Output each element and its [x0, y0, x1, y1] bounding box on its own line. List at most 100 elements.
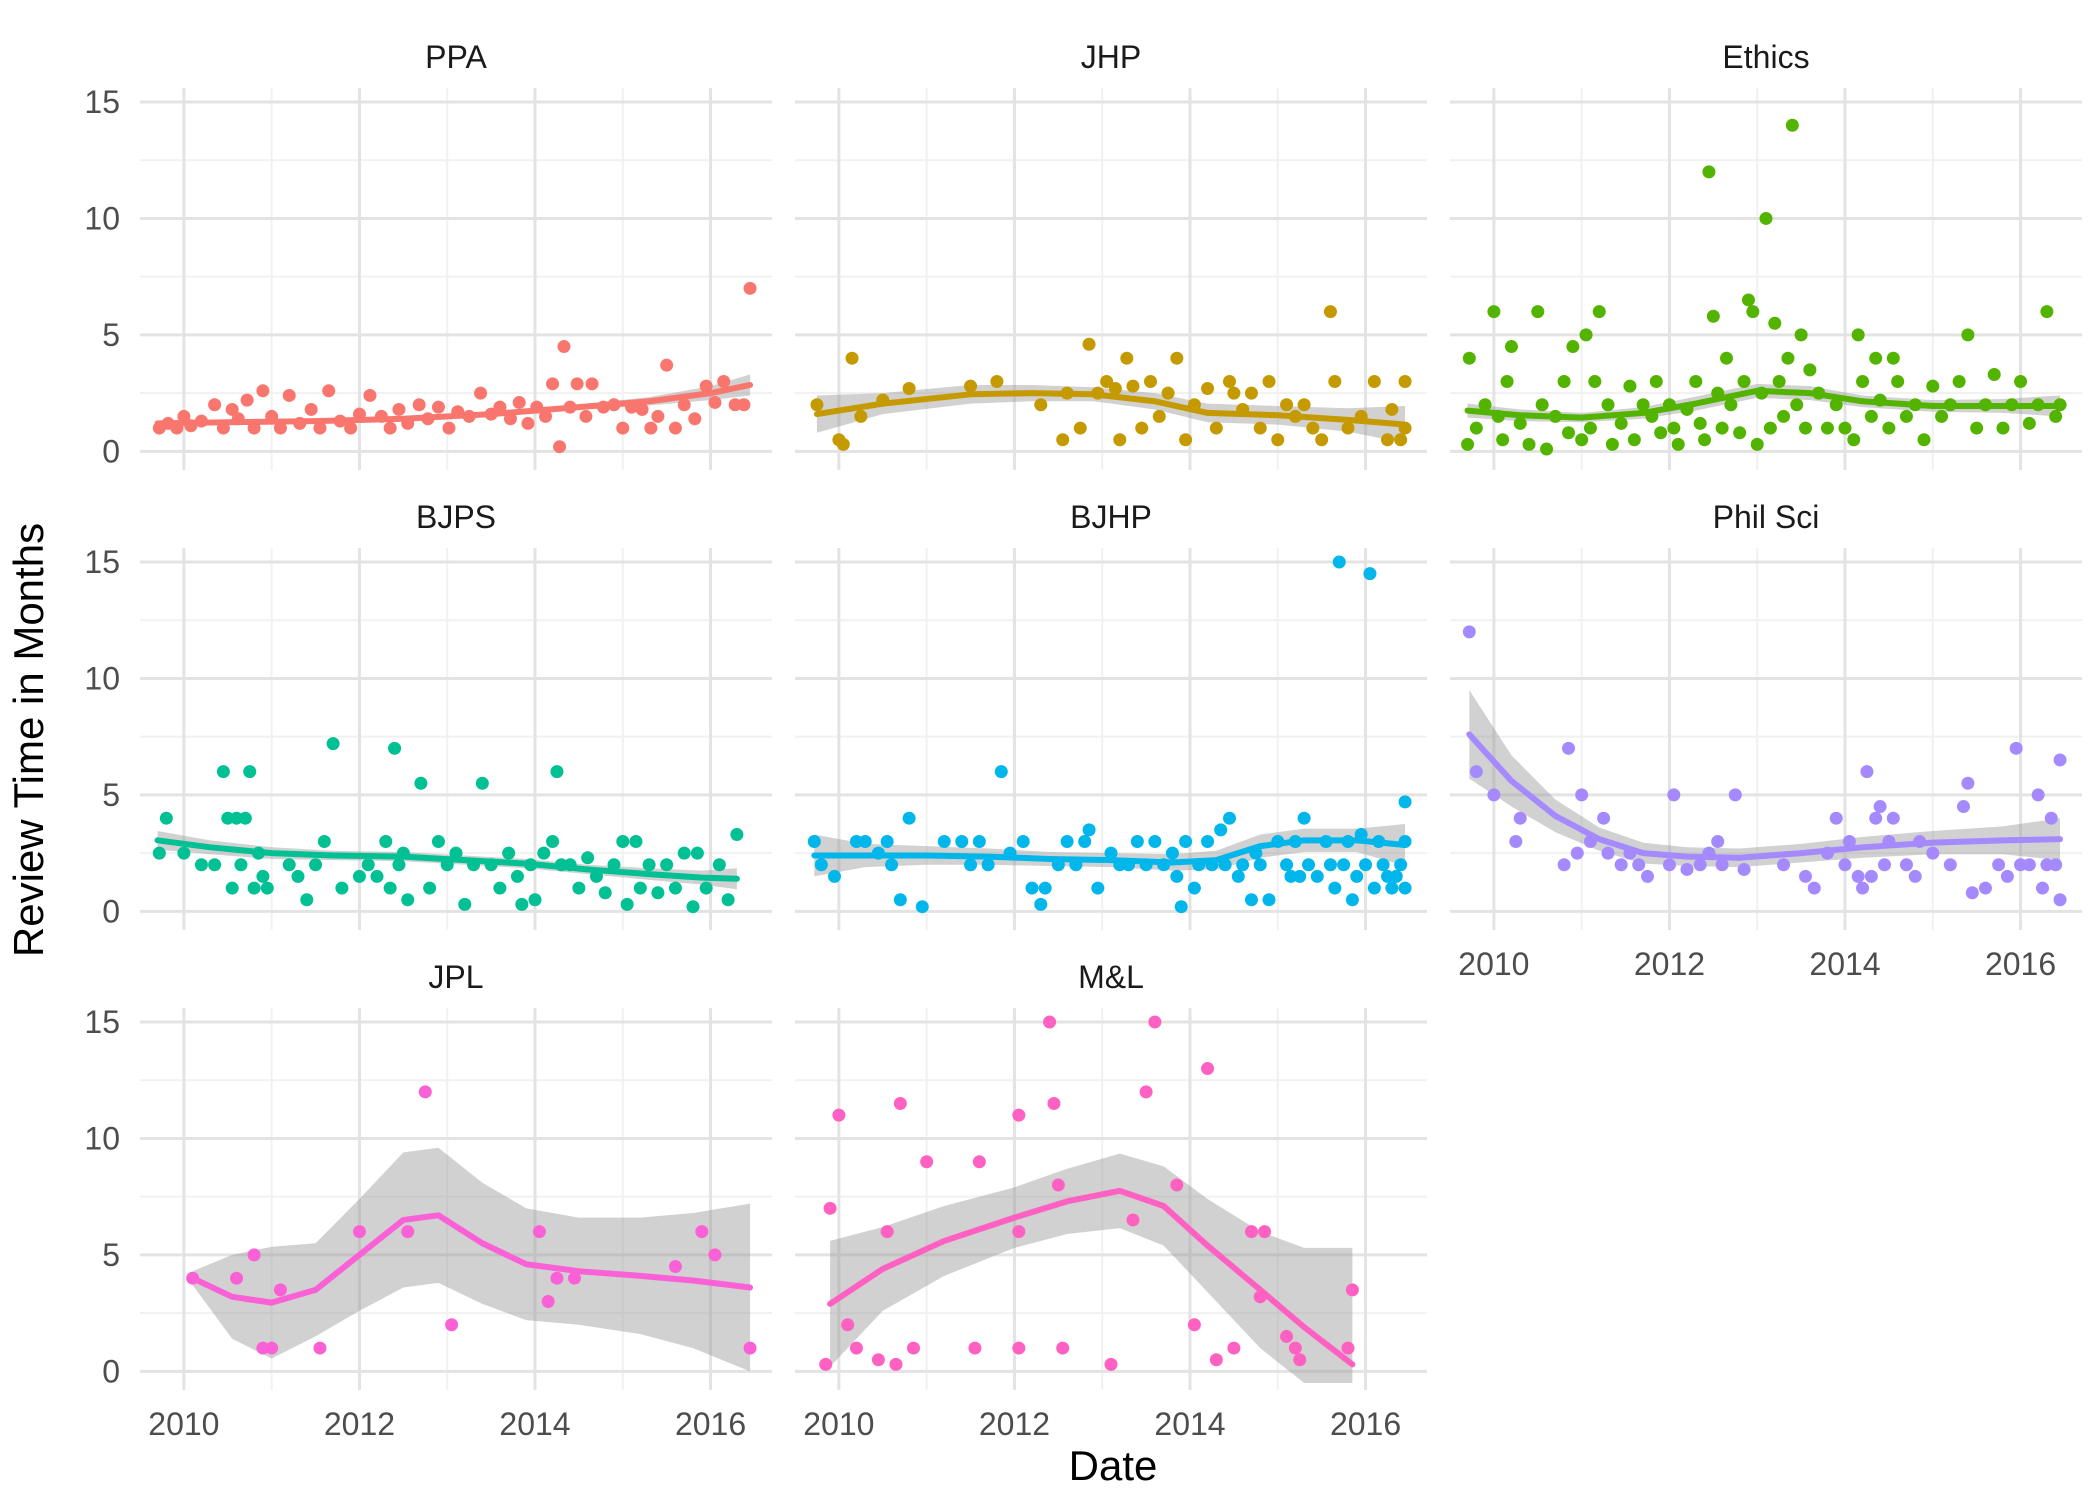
data-point	[300, 893, 314, 907]
data-point	[1996, 421, 2010, 435]
data-point	[1667, 421, 1681, 435]
data-point	[546, 834, 560, 848]
data-point	[1345, 1283, 1359, 1297]
data-point	[1201, 381, 1215, 395]
data-point	[1597, 811, 1611, 825]
y-tick-label: 10	[84, 1120, 120, 1156]
data-point	[807, 834, 821, 848]
data-point	[688, 412, 702, 426]
data-point	[1060, 834, 1074, 848]
data-point	[1522, 437, 1536, 451]
data-point	[1737, 374, 1751, 388]
y-tick-label: 0	[102, 433, 120, 469]
data-point	[1759, 211, 1773, 225]
data-point	[152, 846, 166, 860]
panel-title: BJHP	[1070, 499, 1152, 535]
data-point	[579, 409, 593, 423]
data-point	[1113, 433, 1127, 447]
data-point	[616, 834, 630, 848]
data-point	[1671, 437, 1685, 451]
data-point	[1878, 858, 1891, 872]
data-point	[2049, 409, 2063, 423]
data-point	[1899, 409, 1913, 423]
panel-bjps: BJPS 0 5 10 15	[84, 499, 772, 930]
data-point	[1777, 858, 1791, 872]
data-point	[660, 858, 674, 872]
data-point	[871, 1353, 885, 1367]
data-point	[994, 765, 1008, 779]
y-tick-label: 15	[84, 84, 120, 120]
data-point	[1056, 1341, 1070, 1355]
data-point	[889, 1357, 903, 1371]
confidence-band	[814, 824, 1406, 877]
panel-m-l: M&L 2010 2012 2014 2016	[795, 959, 1427, 1442]
data-point	[1790, 398, 1804, 412]
data-point	[651, 409, 665, 423]
data-point	[616, 421, 630, 435]
y-tick-label: 10	[84, 200, 120, 236]
data-point	[1500, 374, 1514, 388]
data-point	[1535, 398, 1549, 412]
y-tick-label: 5	[102, 317, 120, 353]
data-point	[1363, 567, 1377, 581]
data-point	[677, 846, 691, 860]
data-point	[972, 834, 986, 848]
data-point	[581, 851, 595, 865]
data-point	[1873, 800, 1887, 814]
data-point	[721, 893, 735, 907]
data-point	[1891, 374, 1905, 388]
data-point	[1649, 374, 1663, 388]
data-point	[1856, 374, 1870, 388]
data-point	[1763, 421, 1777, 435]
data-point	[849, 1341, 863, 1355]
x-tick-label: 2012	[1634, 946, 1705, 982]
data-point	[1733, 426, 1747, 440]
data-point	[557, 340, 571, 354]
data-point	[1803, 363, 1817, 377]
data-point	[920, 1155, 934, 1169]
data-point	[256, 384, 270, 398]
data-point	[1288, 1341, 1302, 1355]
data-point	[2031, 788, 2045, 802]
data-point	[1702, 165, 1716, 179]
data-point	[1385, 402, 1399, 416]
data-point	[1323, 858, 1337, 872]
data-point	[541, 1294, 555, 1308]
data-point	[893, 1097, 907, 1110]
panel-jhp: JHP	[795, 39, 1427, 470]
data-point	[1531, 305, 1545, 319]
data-point	[1961, 776, 1975, 790]
data-point	[1746, 305, 1760, 319]
data-point	[282, 858, 296, 872]
data-point	[1223, 811, 1236, 825]
data-point	[392, 402, 406, 416]
data-point	[1605, 437, 1619, 451]
data-point	[1297, 398, 1311, 412]
data-point	[1641, 869, 1654, 883]
data-point	[1078, 834, 1092, 848]
data-point	[1073, 421, 1087, 435]
data-point	[2022, 858, 2036, 872]
data-point	[1161, 386, 1175, 400]
data-point	[1820, 421, 1834, 435]
y-tick-label: 0	[102, 893, 120, 929]
data-point	[370, 869, 384, 883]
data-point	[836, 437, 850, 451]
data-point	[981, 858, 995, 872]
data-point	[1961, 328, 1975, 342]
data-point	[1376, 858, 1390, 872]
data-point	[1280, 1329, 1294, 1343]
data-point	[1082, 337, 1096, 351]
data-point	[964, 379, 978, 393]
data-point	[1302, 858, 1315, 872]
data-point	[2040, 305, 2054, 319]
data-point	[1350, 869, 1364, 883]
data-point	[1461, 437, 1475, 451]
data-point	[1799, 421, 1812, 435]
data-point	[1557, 858, 1571, 872]
data-point	[418, 1085, 432, 1099]
data-point	[1135, 421, 1149, 435]
data-point	[1271, 433, 1285, 447]
data-point	[1367, 881, 1381, 895]
data-point	[730, 828, 744, 841]
